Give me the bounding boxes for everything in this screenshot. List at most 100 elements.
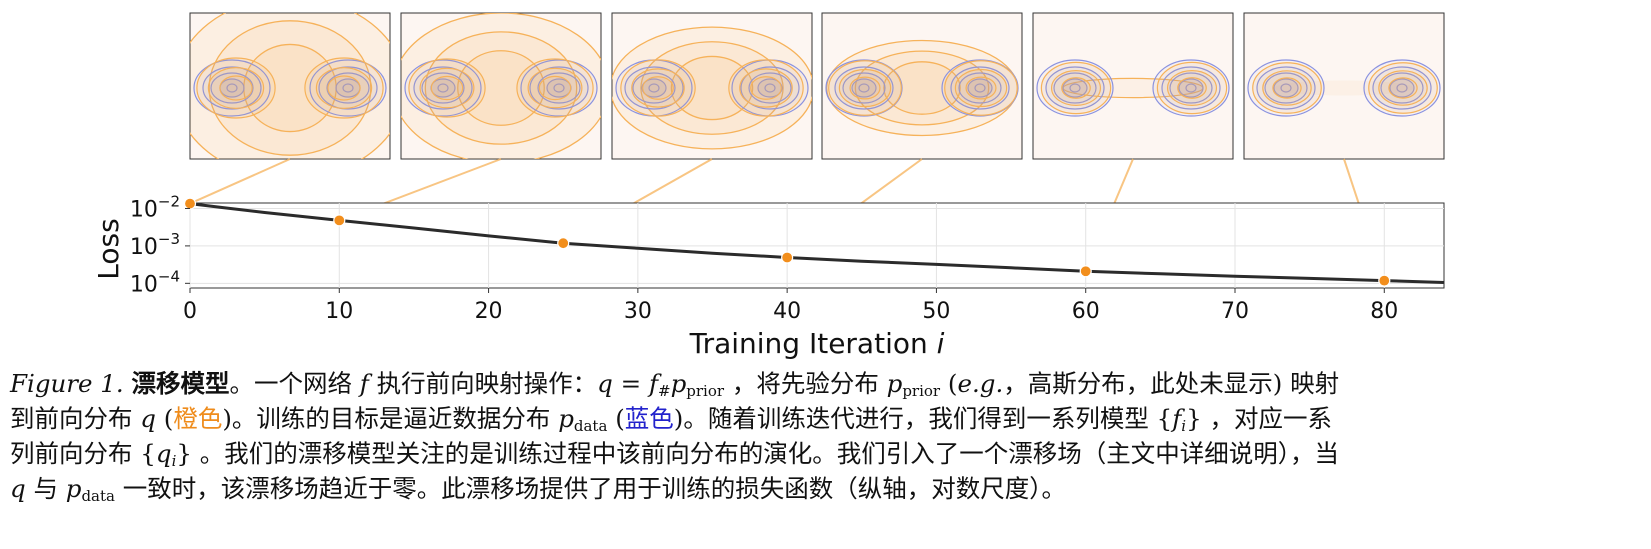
left-blue-contour [632, 72, 676, 104]
caption-text: 一致时，该漂移场趋近于零。此漂移场提供了用于训练的损失函数（纵轴，对数尺度）。 [114, 474, 1067, 503]
drift-figure: 0 10 20 30 40 50 60 70 80 10−2 10−3 10−4 Loss Trai… [92, 12, 1445, 360]
orange-mode-contour [965, 76, 997, 100]
left-blue-contour [851, 78, 877, 98]
orange-mode-contour [538, 75, 572, 101]
left-blue-contour [641, 78, 667, 98]
right-blue-contour-core [1185, 83, 1197, 93]
panel-contours [190, 13, 390, 159]
caption-text: 。一个网络 [229, 369, 360, 398]
orange-mode-contour [1166, 69, 1218, 107]
caption-text: } ，对应一系 [1186, 404, 1332, 433]
left-blue-contour [404, 59, 482, 117]
caption-text: 执行前向映射操作： [368, 369, 598, 398]
right-blue-contour-core [974, 83, 986, 93]
orange-mode-contour [1388, 77, 1418, 99]
panel-contours [1036, 59, 1230, 117]
caption-text: } 。我们的漂移模型关注的是训练过程中该前向分布的演化。我们引入了一个漂移场（主… [176, 439, 1339, 468]
left-blue-contour [1036, 59, 1114, 117]
y-tick-label: 10−3 [130, 230, 180, 260]
caption-text: 列前向分布 { [10, 439, 156, 468]
orange-mode-contour [1050, 69, 1102, 107]
x-tick-label: 10 [325, 299, 353, 324]
x-axis-label: Training Iteration i [689, 327, 945, 360]
orange-contour [208, 20, 372, 156]
orange-mode-contour [739, 68, 793, 108]
left-blue-contour-core [1280, 83, 1292, 93]
left-blue-contour-core [648, 83, 660, 93]
y-tick-label: 10−4 [130, 267, 180, 297]
orange-mode-contour [849, 76, 881, 100]
distribution-panels [189, 12, 1445, 160]
highlight-point [1378, 274, 1391, 287]
figure-label: Figure 1. [10, 369, 124, 398]
orange-mode-contour [1272, 77, 1302, 99]
orange-mode-contour [1262, 70, 1312, 106]
caption-symbol: f [648, 369, 659, 398]
orange-mode-contour [838, 68, 892, 108]
orange-contour [612, 26, 812, 150]
x-tick-label: 30 [624, 299, 652, 324]
orange-mode-contour [1061, 77, 1091, 99]
orange-mode-contour [1378, 70, 1428, 106]
caption-line-1: Figure 1. 漂移模型。一个网络 f 执行前向映射操作：q = f#ppr… [10, 366, 1640, 401]
caption-line-2: 到前向分布 q (橙色)。训练的目标是逼近数据分布 pdata (蓝色)。随着训… [10, 401, 1640, 436]
orange-contour [190, 13, 390, 159]
orange-mode-contour [327, 75, 361, 101]
distribution-panel [400, 12, 602, 160]
x-tick-label: 80 [1370, 299, 1398, 324]
caption-eg: e.g. [957, 369, 1004, 398]
right-blue-contour [326, 72, 370, 104]
right-blue-contour-core [764, 83, 776, 93]
panel-contours [825, 39, 1019, 137]
caption-text: ( [155, 404, 174, 433]
right-blue-contour [1363, 59, 1441, 117]
caption-subscript: i [171, 452, 177, 470]
panel-frame [1243, 12, 1445, 160]
orange-mode-contour [642, 76, 674, 100]
orange-mode-contour [954, 68, 1008, 108]
left-blue-contour [193, 59, 271, 117]
right-blue-contour-core [553, 83, 565, 93]
right-blue-contour [520, 59, 598, 117]
distribution-panel [189, 12, 391, 160]
orange-contour [670, 55, 754, 121]
left-blue-contour [825, 59, 903, 117]
x-axis-ticks: 0 10 20 30 40 50 60 70 80 [183, 288, 1398, 324]
caption-symbol: q [10, 474, 26, 503]
caption-symbol: f [1172, 404, 1182, 433]
orange-mode-contour [631, 68, 685, 108]
y-axis-ticks: 10−2 10−3 10−4 [130, 192, 190, 297]
caption-text: ，将先验分布 [724, 369, 887, 398]
caption-text: )。训练的目标是逼近数据分布 [222, 404, 559, 433]
caption-text: 到前向分布 [10, 404, 141, 433]
left-blue-contour [1247, 59, 1325, 117]
orange-mode-contour [1177, 77, 1207, 99]
orange-mode-contour [430, 75, 464, 101]
right-blue-contour [1389, 78, 1415, 98]
y-tick-label: 10−2 [130, 192, 180, 222]
caption-subscript: prior [902, 382, 941, 400]
caption-subscript: data [573, 417, 608, 435]
x-tick-label: 50 [922, 299, 950, 324]
right-blue-contour [967, 78, 993, 98]
orange-contour [401, 13, 601, 159]
distribution-panel [611, 12, 813, 160]
x-tick-label: 70 [1221, 299, 1249, 324]
caption-subscript: i [1181, 417, 1187, 435]
orange-mode-contour [750, 76, 782, 100]
distribution-panel [1032, 12, 1234, 160]
caption-title: 漂移模型 [131, 369, 230, 398]
left-blue-contour [1273, 78, 1299, 98]
panel-frame [400, 12, 602, 160]
y-axis-label: Loss [92, 218, 125, 279]
orange-contour [424, 31, 578, 145]
right-blue-contour [1178, 78, 1204, 98]
caption-symbol: q [140, 404, 156, 433]
left-blue-contour-core [226, 83, 238, 93]
caption-text: = [612, 369, 649, 398]
right-blue-contour-core [342, 83, 354, 93]
left-blue-contour-core [858, 83, 870, 93]
caption-line-4: q 与 pdata 一致时，该漂移场趋近于零。此漂移场提供了用于训练的损失函数（… [10, 471, 1640, 506]
caption-subscript: data [81, 487, 115, 505]
caption-symbol: p [65, 474, 82, 503]
